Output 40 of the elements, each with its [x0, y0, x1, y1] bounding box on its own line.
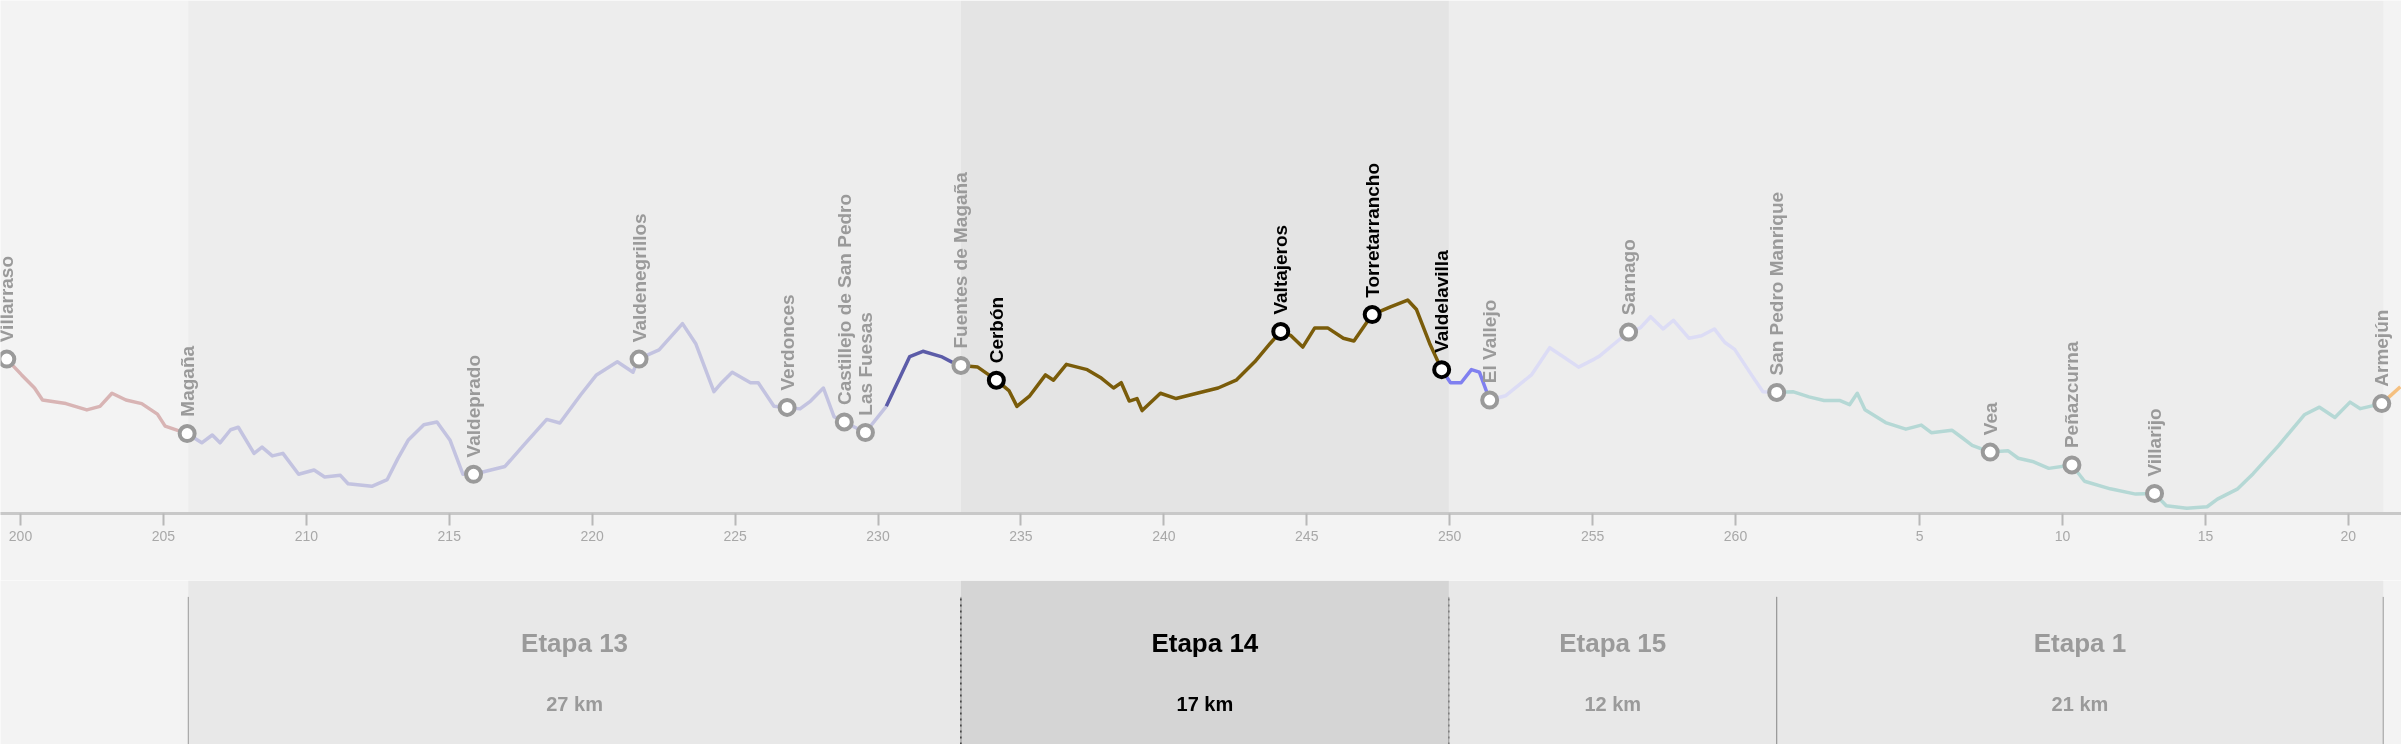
text: Etapa 14 17 km [1151, 627, 1259, 715]
x-tick-label: 245 [1295, 527, 1319, 544]
annotation: Castillejo de San Pedro [833, 193, 855, 406]
x-tick-label: 215 [437, 527, 462, 544]
annotation: Las Fuesas [854, 312, 876, 416]
annotation: Peñazcurna [2061, 341, 2083, 449]
x2-tick-label: 15 [2197, 527, 2214, 544]
x-tick-label: 220 [580, 527, 605, 544]
x2-tick-label: 10 [2054, 527, 2071, 544]
annotation: Valdenegrillos [628, 213, 650, 343]
x-tick-label: 235 [1009, 527, 1033, 544]
annotation: Valdelavilla [1431, 249, 1453, 353]
text: Etapa 13 27 km [521, 627, 629, 715]
x2-tick-label: 20 [2340, 527, 2357, 544]
annotation: Torretarrancho [1361, 162, 1383, 298]
annotation: Vea [1979, 402, 2001, 436]
annotation: Armejún [2371, 309, 2393, 387]
annotation: El Vallejo [1479, 299, 1501, 384]
x-tick-label: 225 [723, 527, 747, 544]
x-tick-label: 205 [151, 527, 176, 544]
annotation: San Pedro Manrique [1766, 191, 1788, 376]
annotation: Cerbón [985, 296, 1007, 364]
annotation: Magaña [176, 345, 198, 417]
annotation: Villarraso [0, 255, 18, 343]
annotation: Valdeprado [463, 354, 485, 458]
x-tick-label: 260 [1723, 527, 1748, 544]
text: Etapa 15 12 km [1559, 627, 1667, 715]
x-tick-label: 240 [1152, 527, 1176, 544]
annotation: Verdonces [776, 294, 798, 391]
x-tick-label: 230 [866, 527, 890, 544]
annotation: Fuentes de Magaña [950, 171, 972, 349]
annotation: Sarnago [1618, 239, 1640, 316]
x-tick-label: 210 [294, 527, 319, 544]
x-tick-label: 250 [1438, 527, 1462, 544]
annotation: Villarijo [2144, 408, 2166, 477]
text: Etapa 1 21 km [2033, 627, 2127, 715]
x-tick-label: 255 [1580, 527, 1605, 544]
x-tick-label: 200 [8, 527, 33, 544]
x2-tick-label: 5 [1915, 527, 1924, 544]
annotation: Valtajeros [1270, 224, 1292, 315]
